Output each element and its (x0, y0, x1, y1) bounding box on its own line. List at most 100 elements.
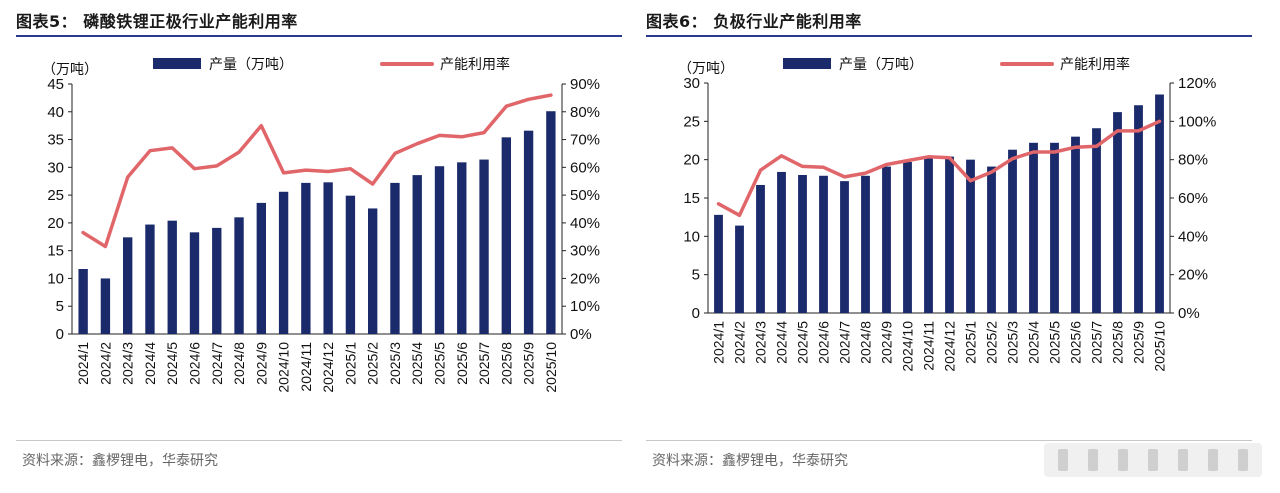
source-divider (646, 440, 1252, 441)
legend-bar-swatch (153, 58, 201, 69)
bar (966, 159, 975, 313)
x-tick-label: 2024/3 (120, 342, 136, 385)
utilization-line (81, 93, 553, 249)
x-tick-label: 2025/5 (432, 342, 448, 385)
anode-chart: 0 5 10 15 20 25 30 0% 20% 40% 60% 80% 100% 120% 2024/1… (678, 56, 1216, 372)
x-tick-label: 2025/10 (543, 342, 559, 393)
x-tick-label: 2025/4 (409, 342, 425, 385)
y2-tick-label: 50% (570, 187, 600, 204)
legend-label: 产量（万吨） (839, 57, 923, 73)
y-tick-label: 5 (692, 267, 700, 284)
y-tick-label: 30 (683, 75, 700, 92)
figure-title: 图表6： 负极行业产能利用率 (646, 12, 862, 31)
bar (501, 137, 511, 334)
x-tick-label: 2024/7 (837, 321, 853, 364)
x-tick-label: 2025/6 (1068, 321, 1084, 364)
source-note: 资料来源：鑫椤锂电，华泰研究 (652, 453, 848, 469)
bar (479, 159, 489, 334)
legend-bar-swatch (783, 58, 831, 69)
x-tick-label: 2024/11 (921, 321, 937, 371)
title-divider (646, 35, 1252, 37)
bar (1050, 142, 1059, 313)
x-tick-label: 2025/4 (1026, 321, 1042, 364)
x-tick-label: 2024/1 (75, 342, 91, 385)
x-tick-label: 2024/4 (142, 342, 158, 385)
y2-tick-label: 100% (1178, 113, 1216, 130)
y-tick-label: 10 (47, 270, 64, 287)
bar (212, 227, 222, 334)
x-tick-label: 2024/2 (97, 342, 113, 385)
y-tick-label: 20 (47, 215, 64, 232)
x-tick-label: 2025/10 (1152, 321, 1168, 372)
bar (189, 232, 200, 334)
x-tick-label: 2024/3 (753, 321, 769, 364)
x-tick-label: 2025/8 (498, 342, 514, 385)
bar (167, 220, 177, 334)
y2-tick-label: 0% (1178, 305, 1200, 322)
bar (434, 166, 445, 334)
y-tick-label: 0 (56, 326, 64, 343)
x-tick-label: 2024/5 (164, 342, 180, 385)
x-tick-label: 2024/9 (879, 321, 895, 364)
bar (345, 195, 356, 334)
bar (323, 182, 333, 334)
y2-tick-label: 60% (1178, 190, 1208, 207)
figure-title: 图表5： 磷酸铁锂正极行业产能利用率 (16, 12, 298, 31)
y2-tick-label: 40% (1178, 228, 1208, 245)
bar (1092, 128, 1101, 313)
x-tick-label: 2025/5 (1047, 321, 1063, 364)
x-tick-label: 2024/10 (900, 321, 916, 372)
bar (987, 166, 996, 313)
x-tick-label: 2024/7 (209, 342, 225, 385)
bar (123, 237, 133, 334)
source-note: 资料来源：鑫椤锂电，华泰研究 (22, 453, 218, 469)
bar (256, 202, 266, 334)
y2-tick-label: 20% (570, 270, 600, 287)
bar (882, 166, 891, 313)
chart-panel-lfp: 图表5： 磷酸铁锂正极行业产能利用率 0 5 10 15 20 25 30 35 40 45 0% 1… (10, 0, 630, 493)
y2-tick-label: 120% (1178, 75, 1216, 92)
y-tick-label: 25 (683, 113, 700, 130)
y2-tick-label: 40% (570, 215, 600, 232)
y-tick-label: 25 (47, 187, 64, 204)
x-tick-label: 2025/7 (1089, 321, 1105, 364)
bar (368, 208, 378, 334)
x-tick-label: 2025/2 (984, 321, 1000, 364)
lfp-chart: 0 5 10 15 20 25 30 35 40 45 0% 10% 20% 30% 40% 50% 60% 70… (42, 56, 600, 393)
bar (714, 214, 723, 313)
bar (78, 269, 88, 334)
bar (819, 175, 828, 313)
legend-label: 产能利用率 (440, 56, 510, 73)
bar (546, 111, 556, 334)
bar (100, 278, 111, 334)
x-tick-label: 2024/5 (795, 321, 811, 364)
y2-tick-label: 80% (1178, 152, 1208, 169)
x-tick-label: 2024/2 (732, 321, 748, 364)
x-tick-label: 2025/6 (454, 342, 470, 385)
x-tick-label: 2024/12 (942, 321, 958, 372)
y2-tick-label: 10% (570, 298, 600, 315)
y-tick-label: 45 (47, 76, 64, 93)
x-tick-label: 2025/1 (342, 342, 358, 385)
bar (840, 181, 849, 313)
y-tick-label: 40 (47, 104, 64, 121)
y-tick-label: 5 (56, 298, 64, 315)
y-tick-label: 10 (683, 228, 700, 245)
bar (390, 182, 400, 334)
y2-tick-label: 60% (570, 159, 600, 176)
bar (145, 224, 155, 334)
bar (1134, 105, 1143, 313)
x-tick-label: 2025/3 (1005, 321, 1021, 364)
x-tick-label: 2025/7 (476, 342, 492, 385)
bar (278, 191, 289, 334)
bar (1029, 142, 1038, 313)
bar (945, 156, 954, 313)
x-tick-label: 2024/6 (187, 342, 203, 385)
title-divider (16, 35, 622, 37)
unit-label: （万吨） (42, 62, 98, 78)
x-tick-label: 2024/10 (276, 342, 292, 393)
watermark-logo (1044, 443, 1262, 477)
x-tick-label: 2024/6 (816, 321, 832, 364)
y-tick-label: 0 (692, 305, 700, 322)
x-tick-label: 2025/9 (521, 342, 537, 385)
